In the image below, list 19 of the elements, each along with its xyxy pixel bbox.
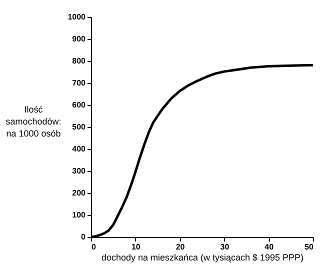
y-tick-label: 500 (72, 122, 86, 132)
y-tick-label: 100 (72, 210, 86, 220)
x-tick-label: 10 (131, 242, 141, 252)
y-axis-title: Ilość samochodów: na 1000 osób (6, 104, 62, 138)
x-tick-label: 40 (264, 242, 274, 252)
x-tick-label: 20 (176, 242, 186, 252)
y-tick-label: 600 (72, 100, 86, 110)
y-tick-label: 1000 (68, 12, 86, 22)
x-tick-label: 50 (304, 242, 314, 252)
y-tick-label: 200 (72, 188, 86, 198)
y-tick-label: 900 (72, 34, 86, 44)
y-tick-label: 400 (72, 144, 86, 154)
y-tick-label: 800 (72, 56, 86, 66)
y-tick-label: 700 (72, 78, 86, 88)
y-tick-label: 300 (72, 166, 86, 176)
x-tick-label: 0 (92, 242, 96, 252)
x-tick-label: 30 (220, 242, 230, 252)
y-tick-label: 0 (81, 232, 86, 242)
x-axis-title: dochody na mieszkańca (w tysiącach $ 1995 PPP) (101, 252, 304, 262)
